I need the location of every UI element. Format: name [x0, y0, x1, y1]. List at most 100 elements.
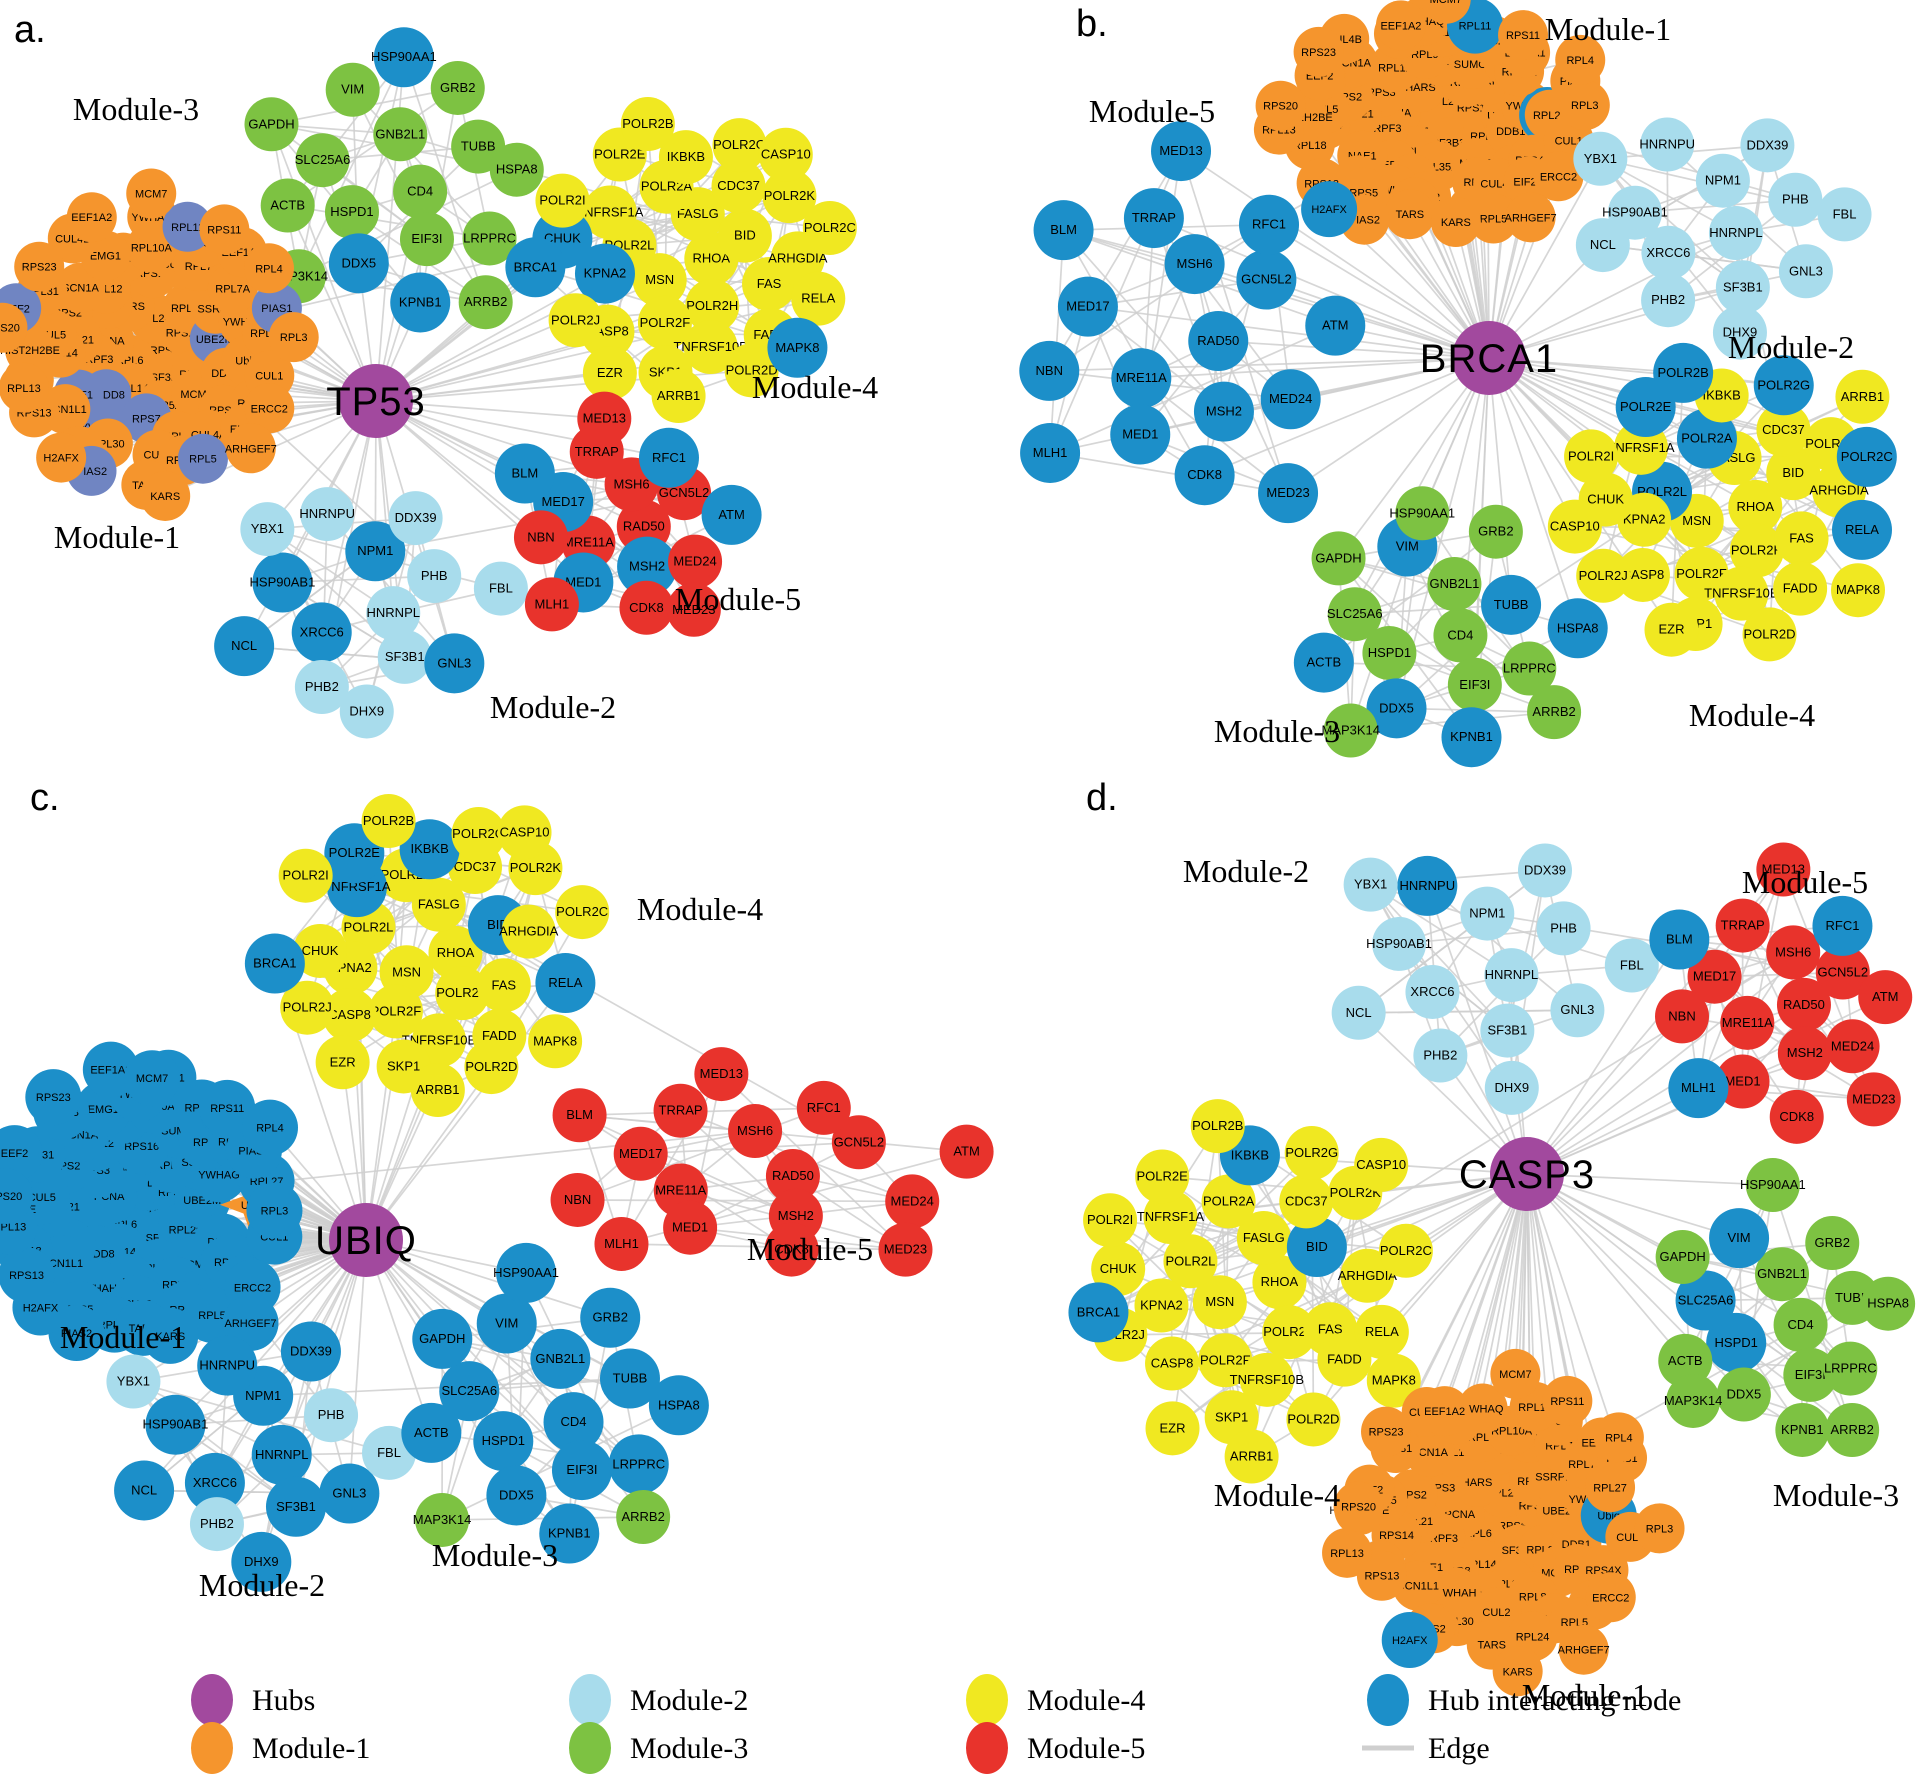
node-label: HSP90AA1 — [371, 49, 437, 64]
legend-label: Module-4 — [1027, 1684, 1145, 1717]
node-label: MRE11A — [655, 1182, 706, 1197]
node-circle — [184, 1452, 245, 1513]
node-circle — [1835, 369, 1890, 424]
node-circle — [280, 1321, 341, 1382]
node-label: HSP90AA1 — [493, 1265, 559, 1280]
node-circle — [1331, 985, 1386, 1040]
node-label: ATM — [953, 1144, 979, 1159]
node-label: YWHAG — [198, 1169, 240, 1181]
node-TRRAP: TRRAP — [653, 1083, 708, 1138]
node-RPL4: RPL4 — [243, 243, 294, 294]
node-label: KPNA2 — [1140, 1298, 1183, 1313]
node-CDC37: CDC37 — [1279, 1174, 1334, 1229]
node-circle — [1134, 1278, 1189, 1333]
node-DDX39: DDX39 — [1517, 843, 1572, 898]
node-circle — [1224, 1429, 1279, 1484]
node-circle — [361, 794, 416, 849]
node-circle — [1573, 131, 1628, 186]
node-circle — [1293, 632, 1354, 693]
node-GNL3: GNL3 — [1550, 983, 1605, 1038]
node-DDX5: DDX5 — [1716, 1367, 1771, 1422]
node-label: EZR — [597, 365, 623, 380]
legend-item-module4: Module-4 — [966, 1674, 1145, 1726]
node-H2AFX: H2AFX — [1381, 1611, 1438, 1668]
nodes: RAD50 MRE11A MSH6 MSH2 MED17 GCN5L2 MED1 TRRAP M… — [1019, 0, 1897, 768]
node-KPNB1: KPNB1 — [1775, 1402, 1830, 1457]
node-GAPDH: GAPDH — [1311, 531, 1366, 586]
node-ARRB1: ARRB1 — [651, 369, 706, 424]
node-label: CUL5 — [28, 1192, 56, 1204]
node-label: GRB2 — [1815, 1235, 1850, 1250]
node-TNFRSF1A: TNFRSF1A — [1137, 1190, 1204, 1245]
node-ATM: ATM — [939, 1124, 994, 1179]
node-circle — [1091, 1242, 1146, 1297]
node-circle — [1716, 1367, 1771, 1422]
node-label: H2AFX — [1392, 1635, 1428, 1647]
node-label: RPS16 — [124, 1141, 159, 1153]
node-label: RPS11 — [207, 224, 241, 236]
node-label: POLR2A — [1681, 431, 1733, 446]
node-HNRNPU: HNRNPU — [1639, 117, 1695, 172]
node-label: MRE11A — [563, 535, 614, 550]
node-NCL: NCL — [214, 616, 275, 677]
node-KPNB1: KPNB1 — [1441, 707, 1502, 768]
node-NBN: NBN — [1655, 989, 1710, 1044]
node-NPM1: NPM1 — [1460, 886, 1515, 941]
node-label: MLH1 — [535, 596, 570, 611]
node-circle — [524, 577, 579, 632]
node-circle — [683, 320, 738, 375]
node-circle — [1366, 678, 1427, 739]
node-label: RPS14 — [1379, 1530, 1414, 1542]
legend-label: Hub interacting node — [1428, 1684, 1681, 1717]
node-label: NBN — [527, 529, 554, 544]
node-GNL3: GNL3 — [319, 1463, 380, 1524]
node-circle — [291, 602, 352, 663]
node-label: SLC25A6 — [1327, 606, 1383, 621]
node-label: EEF1A2 — [1380, 20, 1421, 32]
node-circle — [620, 97, 675, 152]
node-circle — [1420, 0, 1471, 24]
node-CD4: CD4 — [543, 1392, 604, 1453]
node-circle — [1812, 895, 1873, 956]
node-EEF1A2: EEF1A2 — [66, 192, 117, 243]
node-circle — [613, 1126, 668, 1181]
node-label: MSH6 — [614, 476, 650, 491]
node-NPM1: NPM1 — [345, 521, 406, 582]
node-label: SCN1A — [1411, 1447, 1448, 1459]
node-label: PIAS2 — [61, 1328, 92, 1340]
node-circle — [464, 1040, 519, 1095]
node-MSN: MSN — [1192, 1275, 1247, 1330]
node-label: FADD — [1783, 581, 1818, 596]
node-CHUK: CHUK — [293, 923, 348, 978]
node-label: RAD50 — [772, 1168, 814, 1183]
node-label: EMG1 — [88, 1104, 119, 1116]
node-POLR2A: POLR2A — [1676, 408, 1737, 469]
node-label: FASLG — [677, 206, 719, 221]
node-PHB2: PHB2 — [189, 1497, 244, 1552]
node-circle — [1756, 402, 1811, 457]
node-circle — [1110, 404, 1171, 465]
node-label: CD4 — [1788, 1317, 1814, 1332]
node-MED23: MED23 — [1846, 1072, 1901, 1127]
node-circle — [373, 107, 428, 162]
node-LRPPRC: LRPPRC — [1823, 1341, 1878, 1396]
node-label: DHX9 — [244, 1554, 279, 1569]
panel-letter: b. — [1076, 3, 1108, 45]
node-label: POLR2E — [1620, 399, 1672, 414]
node-RAD50: RAD50 — [1776, 977, 1831, 1032]
hub-label: BRCA1 — [1420, 337, 1558, 381]
node-circle — [439, 1361, 500, 1422]
node-label: ERCC2 — [1540, 171, 1577, 183]
node-label: YWHAH — [1435, 1587, 1476, 1599]
node-circle — [1564, 429, 1619, 484]
node-label: NBN — [564, 1192, 591, 1207]
node-MAPK8: MAPK8 — [1366, 1353, 1421, 1408]
node-label: POLR2J — [551, 312, 600, 327]
node-MSH6: MSH6 — [728, 1104, 783, 1159]
node-circle — [328, 233, 389, 294]
node-circle — [1825, 1019, 1880, 1074]
node-circle — [66, 192, 117, 243]
node-label: RFC1 — [652, 450, 686, 465]
node-circle — [393, 164, 448, 219]
node-ARRB2: ARRB2 — [1825, 1403, 1880, 1458]
